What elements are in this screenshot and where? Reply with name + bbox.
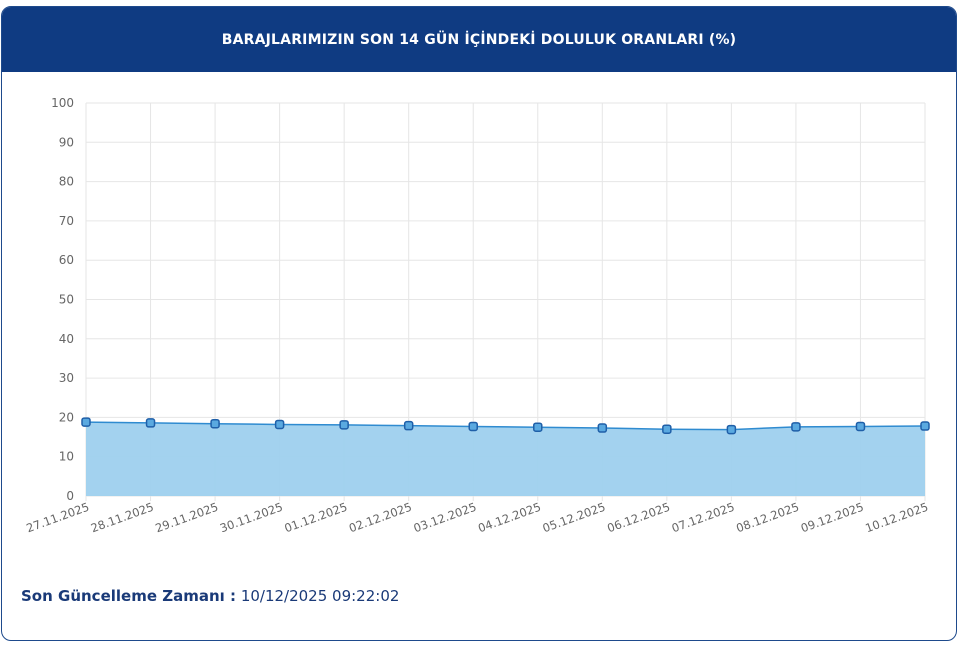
x-tick-label: 10.12.2025 xyxy=(863,500,930,536)
y-tick-label: 100 xyxy=(51,96,74,110)
x-tick-label: 06.12.2025 xyxy=(605,500,672,536)
x-tick-label: 07.12.2025 xyxy=(670,500,737,536)
x-tick-label: 05.12.2025 xyxy=(541,500,608,536)
x-tick-label: 02.12.2025 xyxy=(347,500,414,536)
chart-title: BARAJLARIMIZIN SON 14 GÜN İÇİNDEKİ DOLUL… xyxy=(221,31,737,48)
y-tick-label: 60 xyxy=(59,253,74,267)
y-tick-label: 30 xyxy=(59,371,74,385)
y-tick-label: 80 xyxy=(59,175,74,189)
y-tick-label: 20 xyxy=(59,410,74,424)
y-tick-label: 10 xyxy=(59,450,74,464)
y-tick-label: 90 xyxy=(59,135,74,149)
x-tick-label: 08.12.2025 xyxy=(734,500,801,536)
y-tick-label: 0 xyxy=(66,489,74,503)
x-tick-label: 03.12.2025 xyxy=(412,500,479,536)
last-update-value: 10/12/2025 09:22:02 xyxy=(240,587,400,605)
data-point xyxy=(145,418,156,428)
data-point xyxy=(81,417,91,427)
data-point xyxy=(662,424,672,434)
x-tick-label: 30.11.2025 xyxy=(218,500,285,536)
data-point xyxy=(468,421,478,432)
x-tick-label: 04.12.2025 xyxy=(476,500,543,536)
chart-header: BARAJLARIMIZIN SON 14 GÜN İÇİNDEKİ DOLUL… xyxy=(2,7,956,72)
x-tick-label: 28.11.2025 xyxy=(89,500,156,536)
x-tick-label: 27.11.2025 xyxy=(24,500,91,536)
data-point xyxy=(210,418,220,429)
series-line xyxy=(85,421,926,431)
x-tick-label: 09.12.2025 xyxy=(799,500,866,536)
last-update: Son Güncelleme Zamanı : 10/12/2025 09:22… xyxy=(21,587,399,605)
y-tick-label: 40 xyxy=(59,332,74,346)
x-tick-label: 29.11.2025 xyxy=(153,500,220,536)
last-update-label: Son Güncelleme Zamanı : xyxy=(21,587,237,605)
data-point xyxy=(339,420,349,430)
data-point xyxy=(597,423,608,433)
x-tick-label: 01.12.2025 xyxy=(283,500,350,536)
data-point xyxy=(791,422,801,432)
data-point xyxy=(855,421,866,432)
chart-card: BARAJLARIMIZIN SON 14 GÜN İÇİNDEKİ DOLUL… xyxy=(1,6,957,641)
data-point xyxy=(403,420,414,431)
data-point xyxy=(274,419,285,430)
y-tick-label: 50 xyxy=(59,293,74,307)
data-point xyxy=(726,424,737,435)
data-point xyxy=(920,421,930,431)
y-tick-label: 70 xyxy=(59,214,74,228)
area-fill xyxy=(86,422,925,496)
data-point xyxy=(533,422,543,432)
